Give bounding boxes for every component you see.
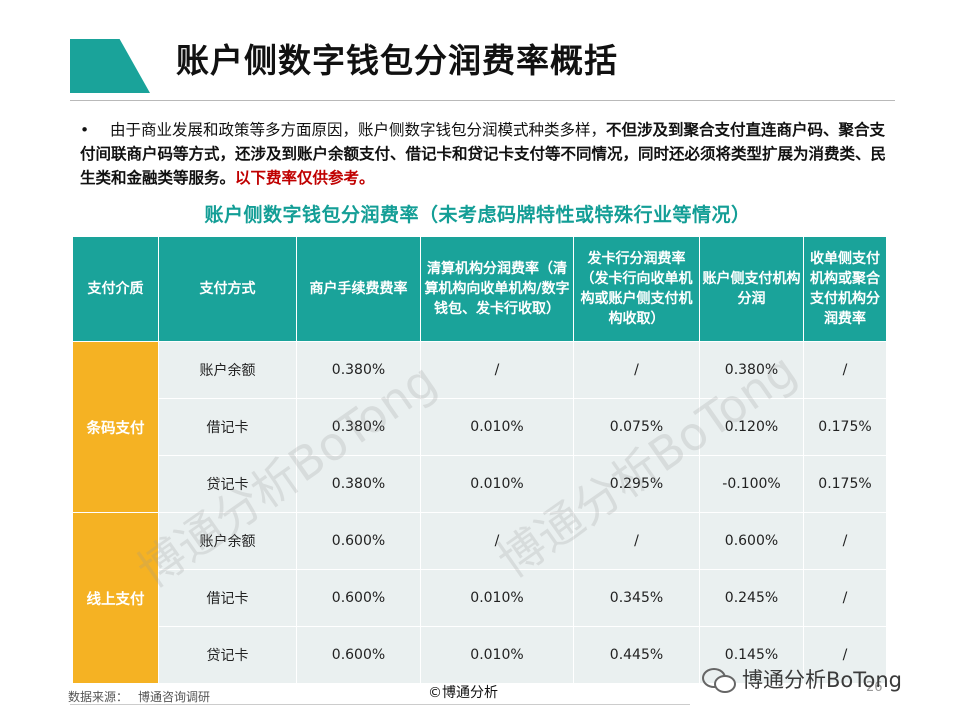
table-cell: 0.075%	[573, 398, 700, 456]
brand-badge: 博通分析BoTong	[702, 664, 902, 694]
table-cell: 0.445%	[573, 626, 700, 684]
header-cell: 账户侧支付机构分润	[699, 236, 804, 342]
table-cell: 0.380%	[296, 341, 421, 399]
title-accent-shape	[70, 39, 150, 93]
table-cell: 0.175%	[803, 455, 887, 513]
table-header-row: 支付介质 支付方式 商户手续费费率 清算机构分润费率（清算机构向收单机构/数字钱…	[72, 236, 887, 342]
table-cell: 账户余额	[158, 341, 297, 399]
table-cell: 0.010%	[420, 398, 574, 456]
table-title: 账户侧数字钱包分润费率（未考虑码牌特性或特殊行业等情况）	[204, 204, 751, 226]
table-cell: 0.380%	[296, 398, 421, 456]
copyright-text: ©博通分析	[428, 685, 498, 701]
payment-medium-cell: 线上支付	[72, 512, 159, 684]
table-cell: 0.380%	[699, 341, 804, 399]
table-cell: 0.600%	[296, 569, 421, 627]
table-cell: 0.295%	[573, 455, 700, 513]
table-cell: 借记卡	[158, 569, 297, 627]
table-cell: /	[803, 626, 887, 684]
table-row: 借记卡 0.600% 0.010% 0.345% 0.245% /	[73, 569, 887, 627]
header-cell: 发卡行分润费率（发卡行向收单机构或账户侧支付机构收取）	[573, 236, 700, 342]
table-row: 贷记卡 0.380% 0.010% 0.295% -0.100% 0.175%	[73, 455, 887, 513]
table-cell: /	[573, 512, 700, 570]
table-cell: 0.600%	[296, 626, 421, 684]
slide-title: 账户侧数字钱包分润费率概括	[176, 41, 618, 80]
table-cell: 账户余额	[158, 512, 297, 570]
bullet-paragraph: • 由于商业发展和政策等多方面原因，账户侧数字钱包分润模式种类多样，不但涉及到聚合…	[80, 118, 890, 190]
header-cell: 商户手续费费率	[296, 236, 421, 342]
table-row: 条码支付 账户余额 0.380% / / 0.380% /	[72, 341, 887, 513]
table-cell: 贷记卡	[158, 626, 297, 684]
table-row: 贷记卡 0.600% 0.010% 0.445% 0.145% /	[73, 626, 887, 684]
table-cell: 0.120%	[699, 398, 804, 456]
table-cell: 0.600%	[699, 512, 804, 570]
source-value: 博通咨询调研	[138, 690, 211, 704]
table-cell: /	[573, 341, 700, 399]
table-cell: /	[420, 512, 574, 570]
table-cell: 0.010%	[420, 455, 574, 513]
source-label: 数据来源：	[68, 690, 129, 704]
table-cell: /	[803, 569, 887, 627]
table-cell: 贷记卡	[158, 455, 297, 513]
bullet-text-bold: 不但涉及到聚合支付直连商户码、聚合支付间联商户码等方式，还涉及到账户余额支付、借…	[80, 121, 887, 187]
table-cell: 借记卡	[158, 398, 297, 456]
bullet-marker: •	[80, 121, 90, 139]
title-divider	[70, 100, 895, 101]
header-cell: 支付方式	[158, 236, 297, 342]
table-cell: 0.175%	[803, 398, 887, 456]
table-row: 线上支付 账户余额 0.600% / / 0.600% /	[72, 512, 887, 684]
wechat-icon	[702, 666, 736, 693]
table-cell: /	[803, 512, 887, 570]
table-cell: -0.100%	[699, 455, 804, 513]
table-cell: 0.145%	[699, 626, 804, 684]
table-cell: /	[420, 341, 574, 399]
bullet-text-normal: 由于商业发展和政策等多方面原因，账户侧数字钱包分润模式种类多样，	[110, 121, 607, 139]
bullet-text-red: 以下费率仅供参考。	[235, 169, 375, 187]
page-number: 26	[866, 680, 883, 695]
table-row: 借记卡 0.380% 0.010% 0.075% 0.120% 0.175%	[73, 398, 887, 456]
rates-table: 支付介质 支付方式 商户手续费费率 清算机构分润费率（清算机构向收单机构/数字钱…	[72, 236, 887, 684]
header-cell: 支付介质	[72, 236, 159, 342]
footer-divider	[70, 704, 690, 705]
payment-medium-cell: 条码支付	[72, 341, 159, 513]
table-cell: 0.345%	[573, 569, 700, 627]
header-cell: 清算机构分润费率（清算机构向收单机构/数字钱包、发卡行收取）	[420, 236, 574, 342]
table-cell: /	[803, 341, 887, 399]
data-source: 数据来源： 博通咨询调研	[68, 688, 210, 705]
table-cell: 0.010%	[420, 569, 574, 627]
header-cell: 收单侧支付机构或聚合支付机构分润费率	[803, 236, 887, 342]
table-cell: 0.010%	[420, 626, 574, 684]
table-cell: 0.600%	[296, 512, 421, 570]
table-cell: 0.245%	[699, 569, 804, 627]
table-cell: 0.380%	[296, 455, 421, 513]
brand-name: 博通分析BoTong	[742, 668, 903, 692]
